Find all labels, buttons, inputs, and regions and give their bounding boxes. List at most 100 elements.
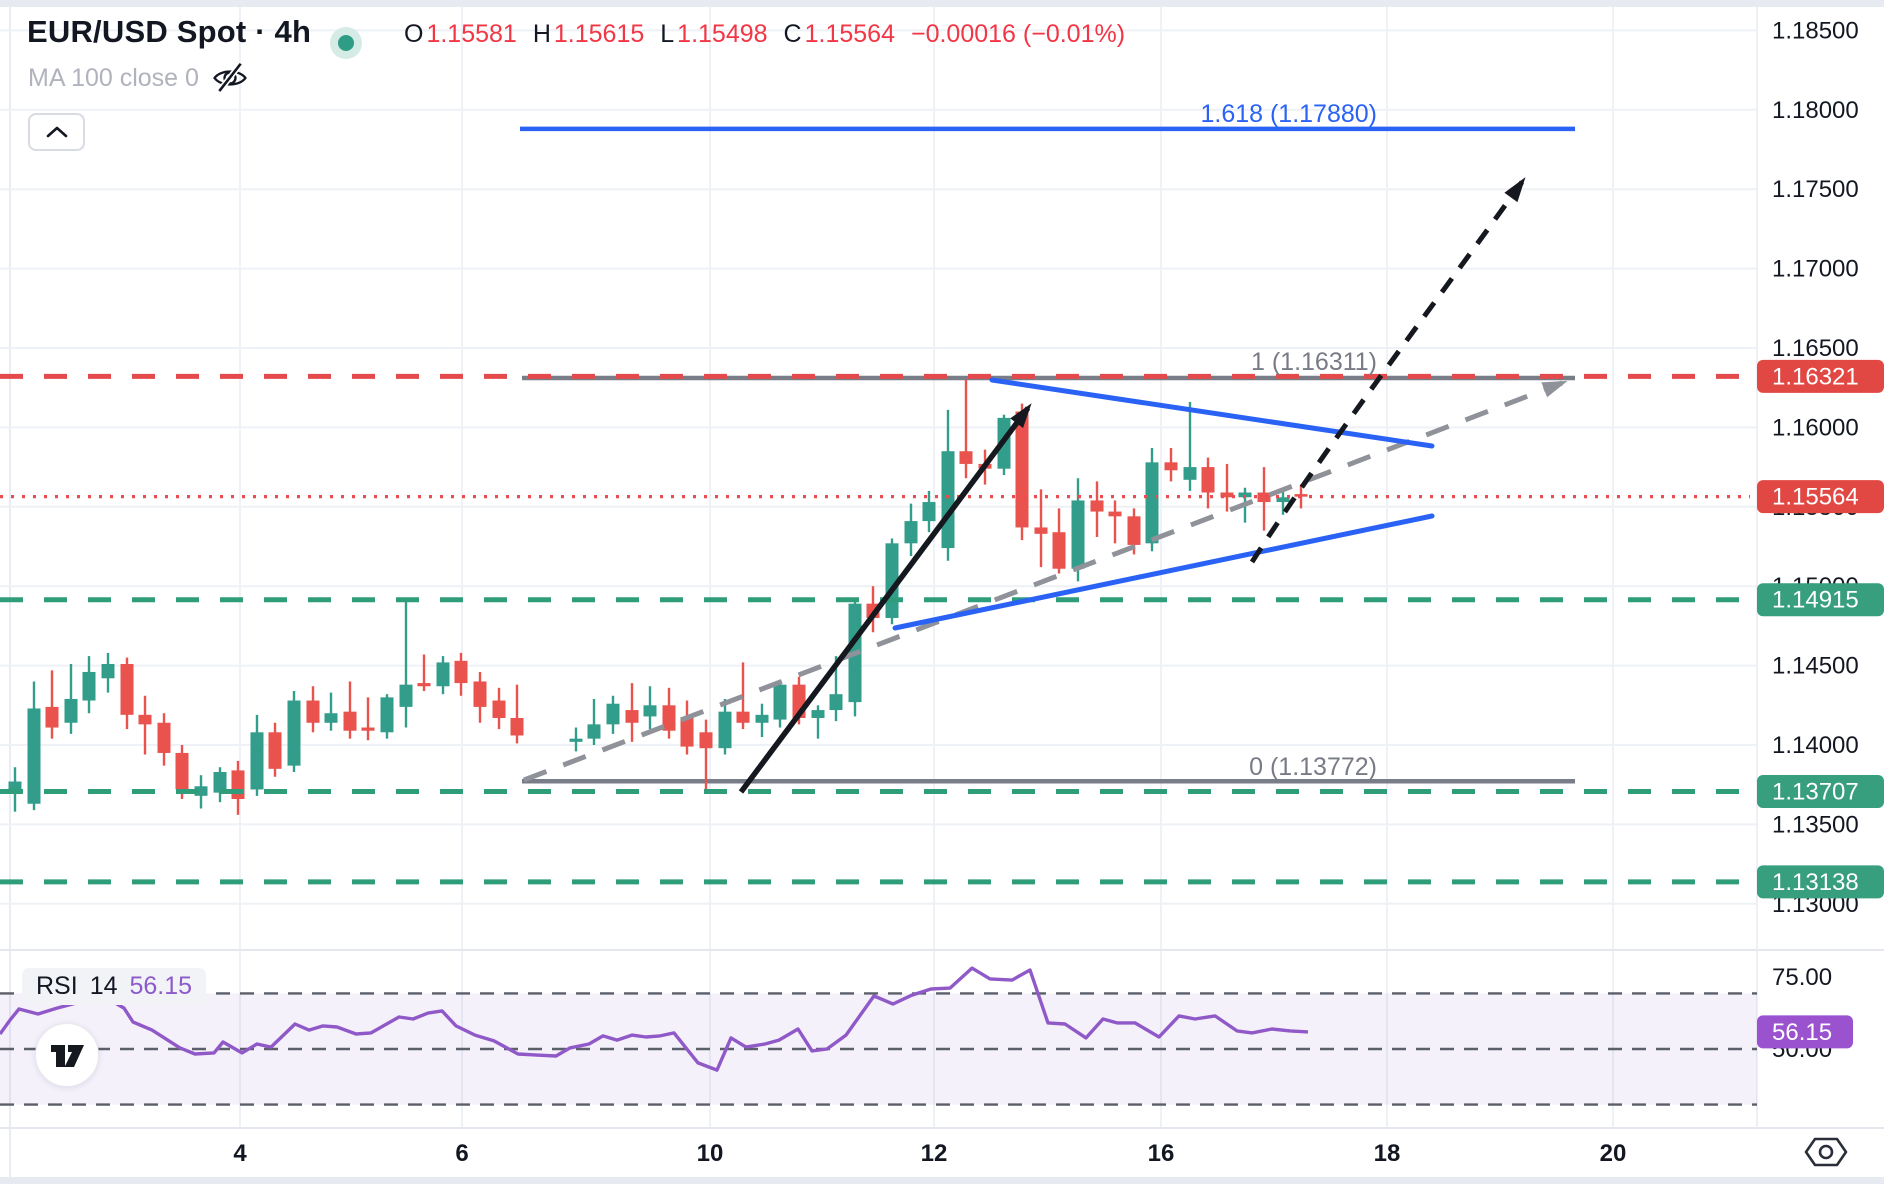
rsi-band — [0, 992, 1757, 1106]
candle — [606, 695, 620, 734]
candle — [922, 490, 936, 533]
low-value: L 1.15498 — [660, 20, 768, 48]
collapse-toolbar-button[interactable] — [28, 113, 85, 151]
rsi-name-label: RSI — [36, 972, 78, 1000]
candle — [287, 691, 301, 772]
price-axis-label: 1.17500 — [1772, 176, 1859, 203]
price-axis-badges: 1.16321 1.15564 1.14915 1.13707 1.13138 56.15 — [1757, 359, 1884, 1049]
candle — [324, 692, 338, 731]
candle — [1201, 457, 1215, 509]
high-value: H 1.15615 — [532, 20, 645, 48]
rsi-current-value: 56.15 — [129, 972, 193, 1000]
gray-dashed-trend-arrow[interactable] — [523, 380, 1568, 783]
time-axis-label: 20 — [1600, 1140, 1627, 1167]
candle — [662, 687, 676, 739]
candle — [82, 656, 96, 714]
change-value: −0.00016 (−0.01%) — [910, 20, 1126, 48]
price-axis-label: 1.18500 — [1772, 17, 1859, 44]
rsi-line — [0, 966, 1309, 1072]
rsi-badge-value: 56.15 — [1772, 1019, 1832, 1046]
price-axis-label: 1.14500 — [1772, 653, 1859, 680]
market-status-dot-icon — [330, 27, 362, 59]
candle — [587, 698, 601, 745]
candle — [1090, 481, 1104, 537]
candle — [643, 686, 657, 730]
candle — [194, 775, 208, 809]
tradingview-logo[interactable] — [35, 1023, 99, 1087]
candle — [306, 686, 320, 733]
pennant-upper-trendline[interactable] — [989, 377, 1435, 449]
price-axis-label: 1.13500 — [1772, 811, 1859, 838]
candle — [138, 695, 152, 755]
black-impulse-arrow[interactable] — [738, 403, 1032, 794]
symbol-title[interactable]: EUR/USD Spot · 4h — [27, 14, 312, 49]
candle — [231, 760, 245, 815]
candle — [250, 714, 264, 796]
fib-level-1-label: 1 (1.16311) — [1250, 348, 1377, 376]
candle — [45, 670, 59, 739]
candle — [268, 722, 282, 777]
candle — [1183, 401, 1197, 491]
rsi-axis-label: 75.00 — [1772, 964, 1832, 991]
candle — [736, 662, 750, 730]
candle — [1108, 500, 1122, 544]
price-axis-label: 1.18000 — [1772, 97, 1859, 124]
price-badge-value: 1.13138 — [1772, 869, 1859, 896]
candle — [941, 409, 955, 561]
fib-retracement-lines[interactable] — [520, 126, 1575, 784]
indicator-legend-rsi[interactable]: RSI 14 56.15 — [22, 968, 207, 1005]
candle — [959, 379, 973, 479]
price-axis-label: 1.16500 — [1772, 335, 1859, 362]
chevron-up-icon — [46, 126, 68, 138]
black-dashed-projection-arrow[interactable] — [1249, 177, 1526, 564]
top-border-strip — [0, 0, 1884, 7]
candle — [904, 503, 918, 557]
price-badge — [1757, 359, 1884, 393]
candle — [492, 687, 506, 730]
candle — [1145, 448, 1159, 552]
time-axis-label: 18 — [1374, 1140, 1401, 1167]
pennant-lower-trendline[interactable] — [892, 513, 1435, 631]
price-axis-labels[interactable]: 1.18500 1.18000 1.17500 1.17000 1.16500 1.160… — [1772, 17, 1859, 1063]
time-axis-label: 4 — [233, 1140, 247, 1167]
candle — [1220, 463, 1234, 512]
candle — [773, 681, 787, 728]
candle — [1164, 448, 1178, 482]
candle — [473, 671, 487, 723]
indicator-legend-ma[interactable]: MA 100 close 0 — [28, 61, 249, 95]
price-axis-label: 1.16000 — [1772, 414, 1859, 441]
price-badge — [1757, 775, 1884, 809]
time-axis-label: 6 — [455, 1140, 468, 1167]
ma-indicator-label: MA 100 close 0 — [28, 63, 199, 92]
candle — [454, 652, 468, 696]
bottom-border-strip — [0, 1177, 1884, 1184]
candle — [1052, 508, 1066, 574]
candle — [157, 713, 171, 766]
candle — [399, 600, 413, 728]
visibility-eye-off-icon[interactable] — [211, 61, 249, 95]
time-axis[interactable]: 4 6 10 12 16 18 20 — [233, 1140, 1626, 1167]
time-axis-label: 10 — [697, 1140, 724, 1167]
candle — [510, 684, 524, 744]
price-level-lines[interactable] — [0, 373, 1750, 885]
price-axis-label: 1.14000 — [1772, 732, 1859, 759]
left-border-line — [9, 7, 11, 1177]
candle — [436, 656, 450, 695]
price-badge-value: 1.14915 — [1772, 587, 1859, 614]
candle — [361, 697, 375, 741]
candle — [64, 664, 78, 734]
price-badge — [1757, 583, 1884, 617]
price-badge-value: 1.16321 — [1772, 363, 1859, 390]
candle — [1257, 467, 1271, 531]
price-badge-value: 1.15564 — [1772, 484, 1859, 511]
fib-level-0-label: 0 (1.13772) — [1249, 753, 1377, 781]
candle — [27, 681, 41, 811]
timeline-settings-icon[interactable] — [1803, 1130, 1849, 1179]
candle — [101, 652, 115, 693]
time-axis-label: 12 — [921, 1140, 948, 1167]
candle — [699, 719, 713, 790]
candle — [213, 767, 227, 803]
time-axis-label: 16 — [1148, 1140, 1175, 1167]
